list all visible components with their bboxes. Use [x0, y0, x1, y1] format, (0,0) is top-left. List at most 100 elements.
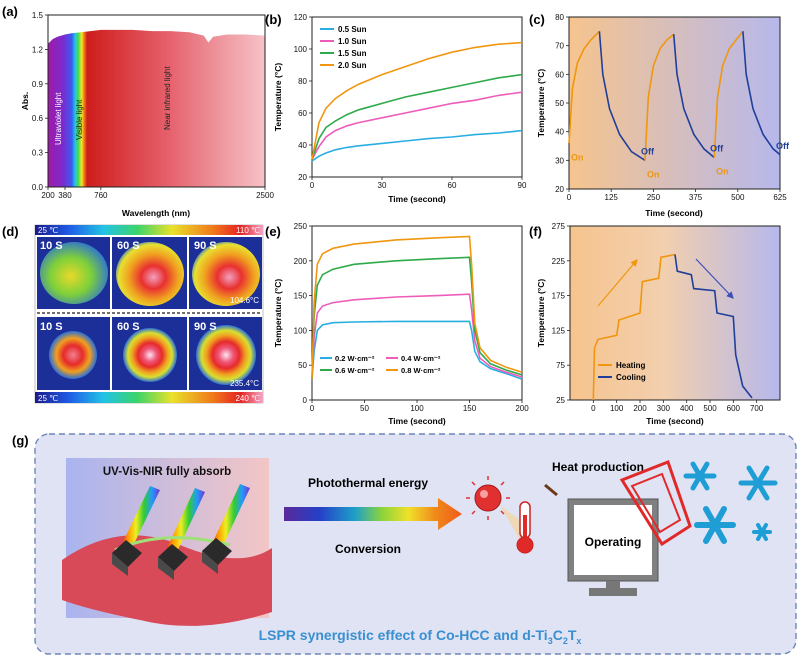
f-xtick-label: 200	[633, 404, 647, 413]
panel-f-heating-cooling-chart: 0 100 200 300 400 500 600 700 25 75 125 175 225 275 H…	[536, 222, 781, 426]
b-xtick-label: 90	[518, 181, 527, 190]
time-label-top-1: 10 S	[40, 240, 63, 252]
legend-e-entry: 0.2 W·cm⁻²	[335, 354, 375, 363]
panel-c-cycling-chart: 0 125 250 375 500 625 20 30 40 50 60 70 80 On Off On Of…	[536, 13, 790, 218]
legend-f: Heating Cooling	[598, 361, 646, 382]
scale-top-min: 25 ℃	[38, 226, 58, 235]
c-xtick-label: 0	[567, 193, 572, 202]
b-ytick-label: 120	[294, 13, 308, 22]
series-line-b-1	[311, 91, 523, 160]
c-ytick-label: 60	[555, 70, 564, 79]
thermal-spot-bottom-60s	[123, 328, 177, 382]
e-xtick-label: 100	[410, 404, 424, 413]
legend-e-entry: 0.6 W·cm⁻²	[335, 366, 375, 375]
b-xtick-label: 30	[378, 181, 387, 190]
cycle-segment-3	[672, 34, 715, 159]
c-xtick-label: 625	[773, 193, 787, 202]
x-axis-label-c: Time (second)	[645, 208, 703, 218]
c-ytick-label: 40	[555, 128, 564, 137]
snowflake-icons	[683, 461, 778, 544]
e-ytick-label: 250	[294, 222, 308, 231]
b-ytick-label: 100	[294, 45, 308, 54]
operating-text: Operating	[585, 535, 642, 549]
y-axis-label-b: Temperature (°C)	[273, 63, 283, 132]
x-axis-label-e: Time (second)	[388, 416, 446, 426]
annotation-off: Off	[776, 141, 790, 151]
c-xtick-label: 250	[647, 193, 661, 202]
sun-icon	[466, 476, 510, 520]
thermometer-icon	[516, 501, 534, 554]
f-xtick-label: 300	[657, 404, 671, 413]
cycle-segment-5	[742, 31, 781, 156]
f-ytick-label: 25	[556, 396, 565, 405]
e-xtick-label: 50	[360, 404, 369, 413]
cycle-segment-4	[713, 30, 744, 158]
cooling-trend-arrow	[695, 258, 734, 299]
y-axis-label-e: Temperature (°C)	[273, 279, 283, 348]
b-ytick-label: 80	[298, 77, 307, 86]
x-axis-label-b: Time (second)	[388, 194, 446, 204]
region-label-uv: Ultraviolet light	[54, 92, 63, 145]
series-line-e-0	[311, 320, 523, 380]
pen-icon	[544, 483, 558, 497]
c-ytick-label: 80	[555, 13, 564, 22]
e-ytick-label: 100	[294, 326, 308, 335]
series-line-e-3	[311, 235, 523, 380]
legend-e: 0.2 W·cm⁻² 0.4 W·cm⁻² 0.6 W·cm⁻² 0.8 W·cm⁻²	[320, 354, 441, 375]
a-xtick-label: 2500	[256, 191, 274, 200]
f-ytick-label: 225	[552, 257, 566, 266]
a-ytick-label: 0.0	[32, 183, 44, 192]
panel-d-thermal-images: 25 ℃ 110 ℃ 10 S 60 S 90 S 104.6°C 10 S 6…	[34, 224, 264, 404]
time-label-bottom-1: 10 S	[40, 321, 63, 333]
monitor-icon	[567, 498, 659, 596]
c-xtick-label: 375	[689, 193, 703, 202]
conversion-arrow	[284, 498, 462, 530]
region-label-visible: Visible light	[75, 99, 84, 140]
e-xtick-label: 200	[515, 404, 529, 413]
legend-b: 0.5 Sun 1.0 Sun 1.5 Sun 2.0 Sun	[320, 25, 367, 70]
legend-b-entry: 0.5 Sun	[338, 25, 367, 34]
annotation-on: On	[716, 167, 729, 177]
a-xtick-label: 760	[94, 191, 108, 200]
panel-a-absorption-chart: 200 380 760 2500 0.0 0.3 0.6 0.9 1.2 1.5 Ultravio…	[20, 11, 274, 218]
legend-e-entry: 0.4 W·cm⁻²	[401, 354, 441, 363]
thermal-spot-top-90s	[192, 242, 260, 306]
thermal-spot-bottom-10s	[49, 331, 97, 379]
f-ytick-label: 75	[556, 361, 565, 370]
scale-top-max: 110 ℃	[236, 226, 260, 235]
series-line-e-2	[311, 256, 523, 380]
arrow-bottom-text: Conversion	[335, 542, 401, 556]
a-xtick-label: 380	[58, 191, 72, 200]
f-xtick-label: 100	[610, 404, 624, 413]
y-axis-label-c: Temperature (°C)	[536, 69, 546, 138]
e-ytick-label: 0	[303, 396, 308, 405]
region-label-nir: Near infrared light	[163, 66, 172, 130]
annotation-off: Off	[710, 144, 724, 154]
b-xtick-label: 60	[448, 181, 457, 190]
thermal-spot-top-10s	[40, 242, 108, 304]
f-ytick-label: 175	[552, 292, 566, 301]
legend-b-entry: 1.0 Sun	[338, 37, 367, 46]
annotation-off: Off	[641, 147, 655, 157]
a-xtick-label: 200	[41, 191, 55, 200]
series-line-b-0	[311, 129, 523, 162]
f-xtick-label: 400	[680, 404, 694, 413]
panel-g-schematic: UV-Vis-NIR fully absorb Photothermal ene…	[34, 433, 797, 655]
a-ytick-label: 0.3	[32, 149, 44, 158]
y-axis-label-f: Temperature (°C)	[536, 279, 546, 348]
thermal-spot-bottom-90s	[196, 325, 256, 385]
cycle-segment-0	[568, 30, 600, 144]
scale-bottom-max: 240 ℃	[235, 394, 260, 403]
absorption-area	[48, 29, 265, 188]
e-ytick-label: 50	[298, 361, 307, 370]
x-axis-label-a: Wavelength (nm)	[122, 208, 190, 218]
panel-b-temperature-chart: 0 30 60 90 20 40 60 80 100 120 0.5 Sun 1.0 Sun 1.5 …	[273, 13, 527, 204]
panel-label-c: (c)	[529, 12, 545, 27]
scale-bottom-min: 25 ℃	[38, 394, 58, 403]
cycle-segment-2	[644, 33, 675, 161]
time-label-bottom-3: 90 S	[194, 321, 217, 333]
max-temp-bottom: 235.4°C	[230, 379, 259, 388]
c-ytick-label: 20	[555, 185, 564, 194]
